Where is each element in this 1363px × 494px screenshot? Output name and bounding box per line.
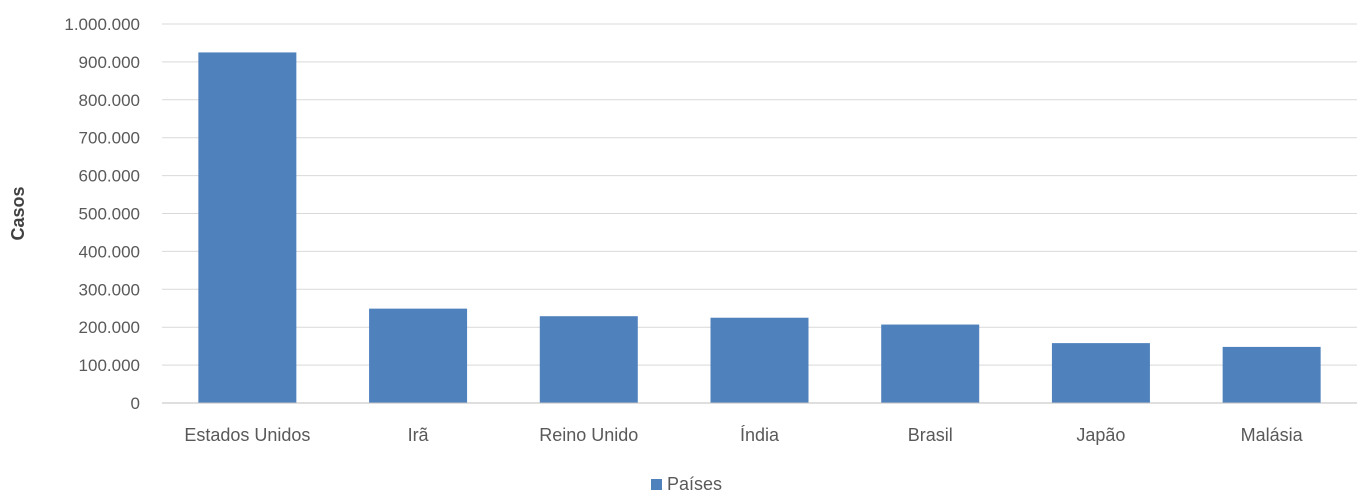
gridlines <box>162 23 1357 366</box>
y-tick-label: 800.000 <box>79 91 140 110</box>
legend-label: Países <box>667 474 722 494</box>
x-tick-label: Irã <box>408 425 430 445</box>
x-tick-label: Malásia <box>1241 425 1304 445</box>
legend: Países <box>651 474 722 494</box>
bar <box>1222 346 1321 403</box>
bar <box>539 316 638 403</box>
y-tick-label: 100.000 <box>79 356 140 375</box>
y-axis-ticks: 0 100.000 200.000 300.000 400.000 500.000 600.… <box>64 15 140 413</box>
y-tick-label: 200.000 <box>79 318 140 337</box>
y-tick-label: 600.000 <box>79 167 140 186</box>
y-tick-label: 300.000 <box>79 280 140 299</box>
bar <box>369 308 468 403</box>
y-tick-label: 900.000 <box>79 53 140 72</box>
y-tick-label: 400.000 <box>79 242 140 261</box>
x-axis-labels: Estados Unidos Irã Reino Unido Índia Brasil J… <box>184 425 1303 445</box>
bars <box>198 52 1321 404</box>
x-tick-label: Japão <box>1076 425 1125 445</box>
bar <box>881 324 980 403</box>
legend-swatch <box>651 479 662 490</box>
x-tick-label: Brasil <box>908 425 953 445</box>
y-tick-label: 500.000 <box>79 205 140 224</box>
x-tick-label: Reino Unido <box>539 425 638 445</box>
y-tick-label: 700.000 <box>79 129 140 148</box>
bar <box>198 52 297 404</box>
y-tick-label: 0 <box>131 394 140 413</box>
x-tick-label: Estados Unidos <box>184 425 310 445</box>
y-axis-title: Casos <box>8 186 28 240</box>
bar <box>1051 343 1150 403</box>
y-tick-label: 1.000.000 <box>64 15 140 34</box>
bar <box>710 317 809 403</box>
x-tick-label: Índia <box>740 425 780 445</box>
